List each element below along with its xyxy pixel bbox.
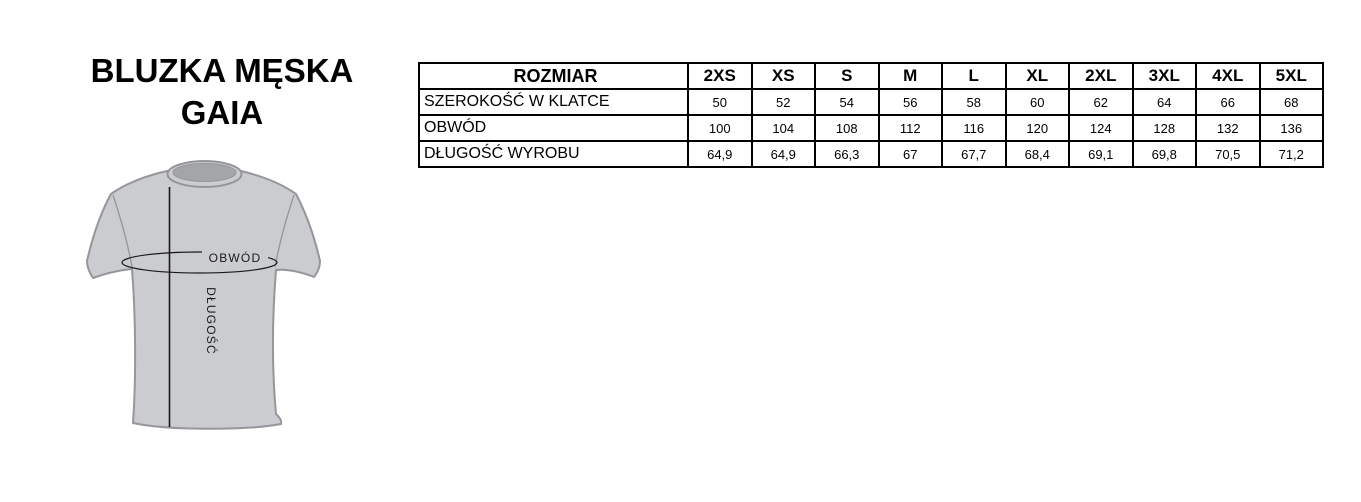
length-label: DŁUGOŚĆ — [204, 287, 219, 355]
cell-value: 116 — [941, 114, 1007, 142]
cell-value: 60 — [1004, 88, 1070, 116]
cell-value: 120 — [1004, 114, 1070, 142]
header-size-s: S — [814, 62, 880, 90]
circumference-label-backing — [202, 250, 268, 263]
left-sleeve-seam — [112, 194, 133, 268]
cell-value: 136 — [1258, 114, 1324, 142]
cell-value: 50 — [687, 88, 753, 116]
circumference-label: OBWÓD — [209, 250, 262, 265]
header-size-l: L — [941, 62, 1007, 90]
collar-inner — [172, 163, 237, 182]
cell-value: 56 — [877, 88, 943, 116]
size-table: ROZMIAR 2XS XS S M L XL 2XL 3XL 4XL 5XL … — [418, 62, 1324, 168]
cell-value: 67 — [877, 140, 943, 168]
product-title-line1: BLUZKA MĘSKA — [90, 52, 354, 89]
cell-value: 66 — [1195, 88, 1261, 116]
header-size-5xl: 5XL — [1258, 62, 1324, 90]
header-size-xs: XS — [750, 62, 816, 90]
cell-value: 67,7 — [941, 140, 1007, 168]
cell-value: 64,9 — [687, 140, 753, 168]
cell-value: 58 — [941, 88, 1007, 116]
cell-value: 62 — [1068, 88, 1134, 116]
product-title-line2: GAIA — [180, 94, 264, 131]
cell-value: 52 — [750, 88, 816, 116]
cell-value: 64 — [1131, 88, 1197, 116]
cell-value: 124 — [1068, 114, 1134, 142]
cell-value: 104 — [750, 114, 816, 142]
tshirt-body-shape — [86, 166, 321, 430]
row-label-chest-width: SZEROKOŚĆ W KLATCE — [418, 88, 689, 116]
row-label-circumference: OBWÓD — [418, 114, 689, 142]
cell-value: 66,3 — [814, 140, 880, 168]
cell-value: 69,8 — [1131, 140, 1197, 168]
cell-value: 112 — [877, 114, 943, 142]
cell-value: 71,2 — [1258, 140, 1324, 168]
cell-value: 128 — [1131, 114, 1197, 142]
cell-value: 70,5 — [1195, 140, 1261, 168]
cell-value: 69,1 — [1068, 140, 1134, 168]
product-title: BLUZKA MĘSKA GAIA — [57, 50, 387, 134]
header-size-m: M — [877, 62, 943, 90]
row-label-product-length: DŁUGOŚĆ WYROBU — [418, 140, 689, 168]
table-row-chest-width: SZEROKOŚĆ W KLATCE 50 52 54 56 58 60 62 … — [418, 88, 1324, 116]
cell-value: 54 — [814, 88, 880, 116]
cell-value: 68,4 — [1004, 140, 1070, 168]
tshirt-measurement-diagram: OBWÓD DŁUGOŚĆ — [86, 160, 321, 430]
cell-value: 132 — [1195, 114, 1261, 142]
table-row-product-length: DŁUGOŚĆ WYROBU 64,9 64,9 66,3 67 67,7 68… — [418, 140, 1324, 168]
cell-value: 64,9 — [750, 140, 816, 168]
header-size-2xs: 2XS — [687, 62, 753, 90]
header-size-2xl: 2XL — [1068, 62, 1134, 90]
header-size-3xl: 3XL — [1131, 62, 1197, 90]
size-table-header-row: ROZMIAR 2XS XS S M L XL 2XL 3XL 4XL 5XL — [418, 62, 1324, 90]
cell-value: 108 — [814, 114, 880, 142]
header-rozmiar: ROZMIAR — [418, 62, 689, 90]
cell-value: 68 — [1258, 88, 1324, 116]
cell-value: 100 — [687, 114, 753, 142]
circumference-measure-ellipse — [121, 251, 278, 274]
table-row-circumference: OBWÓD 100 104 108 112 116 120 124 128 13… — [418, 114, 1324, 142]
header-size-xl: XL — [1004, 62, 1070, 90]
header-size-4xl: 4XL — [1195, 62, 1261, 90]
